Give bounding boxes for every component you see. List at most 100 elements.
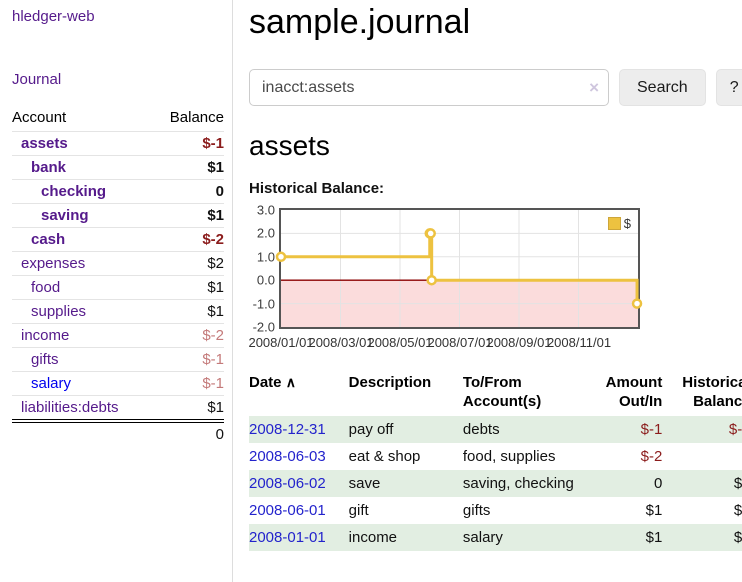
account-heading: assets xyxy=(249,130,330,161)
transaction-balance: $2 xyxy=(733,475,742,492)
transaction-amount: 0 xyxy=(653,475,663,492)
account-row: liabilities:debts $1 xyxy=(12,395,224,419)
legend-swatch xyxy=(607,217,621,230)
account-balance: $-1 xyxy=(202,135,224,152)
account-balance: $1 xyxy=(207,303,224,320)
transaction-amount: $1 xyxy=(645,529,663,546)
column-header-date[interactable]: Date ∧ xyxy=(249,370,349,416)
account-row: salary $-1 xyxy=(12,371,224,395)
account-row: assets $-1 xyxy=(12,131,224,155)
account-link-supplies[interactable]: supplies xyxy=(31,303,87,320)
register-row: 2008-06-02 save saving, checking 0 $2 xyxy=(249,470,742,497)
account-row: saving $1 xyxy=(12,203,224,227)
account-link-checking[interactable]: checking xyxy=(41,183,107,200)
column-header-tofrom: To/From Account(s) xyxy=(462,374,542,410)
transaction-date-link[interactable]: 2008-01-01 xyxy=(249,529,326,546)
column-header-amount: Amount Out/In xyxy=(605,374,663,410)
account-balance: $-1 xyxy=(202,351,224,368)
account-link-assets[interactable]: assets xyxy=(21,135,68,152)
accounts-total-value: 0 xyxy=(215,426,224,443)
sidebar: hledger-web Journal Account Balance asse… xyxy=(0,0,233,582)
account-row: cash $-2 xyxy=(12,227,224,251)
legend-label: $ xyxy=(623,216,631,231)
account-balance: $-1 xyxy=(202,375,224,392)
y-tick: 2.0 xyxy=(256,225,275,241)
search-form: × Search ? xyxy=(249,69,742,106)
account-link-liabilities-debts[interactable]: liabilities:debts xyxy=(21,399,119,416)
register-header-row: Date ∧ Description To/From Account(s) Am… xyxy=(249,370,742,416)
chart-legend: $ xyxy=(605,215,633,232)
account-link-expenses[interactable]: expenses xyxy=(21,255,86,272)
x-tick: 2008/01/01 xyxy=(248,335,314,350)
transaction-date-link[interactable]: 2008-06-02 xyxy=(249,475,326,492)
x-tick: 2008/11/01 xyxy=(546,335,612,350)
transaction-description: eat & shop xyxy=(348,448,421,465)
transaction-amount: $-2 xyxy=(640,448,663,465)
account-row: checking 0 xyxy=(12,179,224,203)
transaction-accounts: food, supplies xyxy=(462,448,556,465)
register-row: 2008-12-31 pay off debts $-1 $-1 xyxy=(249,416,742,443)
historical-balance-chart: 3.0 2.0 1.0 0.0 -1.0 -2.0 $ 2008/01/01 2… xyxy=(248,204,742,354)
y-tick: -2.0 xyxy=(252,319,275,335)
clear-search-icon[interactable]: × xyxy=(589,77,599,97)
account-row: bank $1 xyxy=(12,155,224,179)
account-balance: $1 xyxy=(207,159,224,176)
transaction-date-link[interactable]: 2008-12-31 xyxy=(249,421,326,438)
transaction-balance: $-1 xyxy=(728,421,742,438)
account-link-cash[interactable]: cash xyxy=(31,231,66,248)
transaction-date-link[interactable]: 2008-06-01 xyxy=(249,502,326,519)
transaction-balance: $2 xyxy=(733,502,742,519)
transaction-accounts: saving, checking xyxy=(462,475,574,492)
account-row: food $1 xyxy=(12,275,224,299)
y-tick: 1.0 xyxy=(256,249,275,265)
x-tick: 2008/07/01 xyxy=(427,335,493,350)
account-balance: 0 xyxy=(215,183,224,200)
account-balance: $1 xyxy=(207,279,224,296)
main-content: sample.journal × Search ? assets Histori… xyxy=(233,0,742,582)
transaction-balance: 0 xyxy=(664,443,742,470)
transaction-date-link[interactable]: 2008-06-03 xyxy=(249,448,326,465)
chart-title: Historical Balance: xyxy=(249,180,385,197)
transaction-balance: $1 xyxy=(733,529,742,546)
x-tick: 2008/09/01 xyxy=(486,335,552,350)
search-input[interactable] xyxy=(249,69,609,106)
search-button[interactable]: Search xyxy=(619,69,706,106)
sidebar-item-journal[interactable]: Journal xyxy=(12,71,62,88)
account-balance: $-2 xyxy=(202,327,224,344)
register-row: 2008-01-01 income salary $1 $1 xyxy=(249,524,742,551)
y-tick: -1.0 xyxy=(252,296,275,312)
y-tick: 0.0 xyxy=(256,272,275,288)
transaction-amount: $-1 xyxy=(640,421,663,438)
plot-area[interactable]: $ xyxy=(275,208,643,329)
sort-ascending-icon: ∧ xyxy=(285,374,296,390)
y-tick: 3.0 xyxy=(256,202,275,218)
transaction-description: pay off xyxy=(348,421,394,438)
accounts-header-account: Account xyxy=(12,109,67,126)
account-link-saving[interactable]: saving xyxy=(41,207,89,224)
date-header-label: Date xyxy=(249,374,282,391)
account-link-income[interactable]: income xyxy=(21,327,70,344)
account-link-gifts[interactable]: gifts xyxy=(31,351,59,368)
transaction-accounts: debts xyxy=(462,421,500,438)
account-row: supplies $1 xyxy=(12,299,224,323)
register-row: 2008-06-03 eat & shop food, supplies $-2… xyxy=(249,443,742,470)
transaction-accounts: gifts xyxy=(462,502,491,519)
register-row: 2008-06-01 gift gifts $1 $2 xyxy=(249,497,742,524)
transaction-accounts: salary xyxy=(462,529,503,546)
account-balance: $1 xyxy=(207,207,224,224)
x-tick: 2008/05/01 xyxy=(367,335,433,350)
app-title-link[interactable]: hledger-web xyxy=(12,8,95,25)
account-balance: $1 xyxy=(207,399,224,416)
account-link-salary[interactable]: salary xyxy=(31,375,72,392)
account-link-food[interactable]: food xyxy=(31,279,61,296)
help-button[interactable]: ? xyxy=(715,69,742,106)
column-header-description: Description xyxy=(348,374,432,391)
x-tick: 2008/03/01 xyxy=(308,335,374,350)
account-link-bank[interactable]: bank xyxy=(31,159,67,176)
transaction-description: gift xyxy=(348,502,369,519)
accounts-header-balance: Balance xyxy=(169,109,224,126)
page-title: sample.journal xyxy=(249,3,471,41)
accounts-table: Account Balance assets $-1 bank $1 check… xyxy=(12,106,224,446)
column-header-balance: Historical Balance xyxy=(682,374,742,410)
